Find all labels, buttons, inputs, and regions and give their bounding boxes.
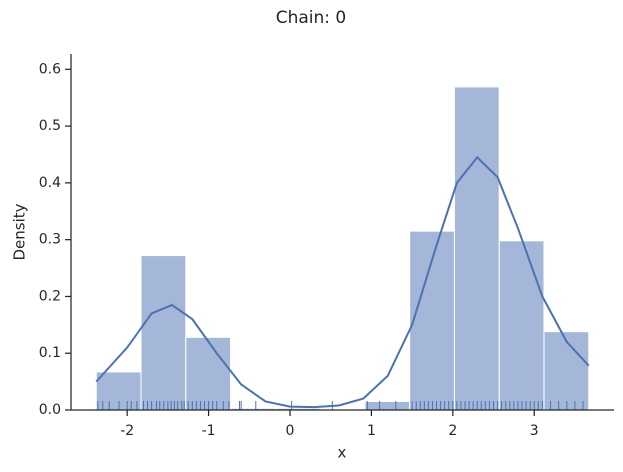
x-tick-label: 2: [448, 423, 457, 439]
bar: [140, 255, 187, 411]
x-axis-label: x: [338, 444, 347, 462]
x-tick-label: 1: [367, 423, 376, 439]
y-tick-label: 0.3: [39, 232, 61, 248]
bar: [543, 331, 590, 411]
x-tick-label: 3: [530, 423, 539, 439]
y-tick-label: 0.5: [39, 118, 61, 134]
bar: [364, 400, 411, 411]
y-axis-label: Density: [11, 203, 29, 260]
y-tick-label: 0.6: [39, 61, 61, 77]
bar: [498, 240, 545, 411]
bar: [453, 86, 500, 411]
x-tick-label: -1: [202, 423, 216, 439]
kde-line: [95, 155, 590, 409]
y-tick-label: 0.4: [39, 175, 61, 191]
bar: [185, 336, 232, 411]
y-tick-label: 0.0: [39, 402, 61, 418]
y-tick-label: 0.2: [39, 288, 61, 304]
chart-title: Chain: 0: [276, 8, 347, 28]
x-tick-label: 0: [286, 423, 295, 439]
x-tick-label: -2: [120, 423, 134, 439]
y-tick-label: 0.1: [39, 345, 61, 361]
